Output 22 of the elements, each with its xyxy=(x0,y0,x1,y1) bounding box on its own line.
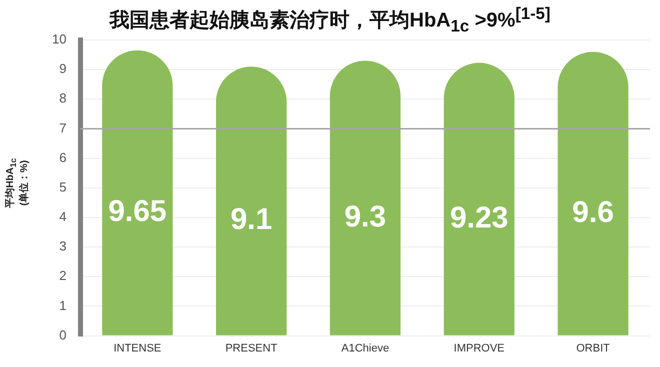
y-tick-label: 3 xyxy=(59,238,66,254)
y-tick-label: 1 xyxy=(59,298,66,313)
y-tick-label: 5 xyxy=(59,179,66,194)
data-label: 9.1 xyxy=(230,203,272,236)
x-tick-label: INTENSE xyxy=(114,342,162,354)
y-tick-label: 2 xyxy=(59,268,66,284)
y-tick-label: 7 xyxy=(59,120,66,136)
y-tick-label: 10 xyxy=(52,32,66,47)
data-label: 9.6 xyxy=(572,196,614,229)
y-tick-label: 8 xyxy=(59,90,66,106)
data-label: 9.65 xyxy=(108,195,167,228)
x-tick-label: PRESENT xyxy=(225,342,278,354)
x-tick-label: A1Chieve xyxy=(341,342,390,354)
y-tick-label: 4 xyxy=(59,209,66,224)
data-label: 9.3 xyxy=(344,200,386,234)
y-tick-label: 9 xyxy=(59,61,66,76)
y-tick-label: 6 xyxy=(59,150,66,165)
x-tick-label: IMPROVE xyxy=(454,342,505,354)
chart-title: 我国患者起始胰岛素治疗时，平均HbA$_{1c}$ >9%$^{[1-5]}$ xyxy=(110,4,550,36)
x-tick-label: ORBIT xyxy=(576,342,610,354)
y-tick-label: 0 xyxy=(59,327,66,342)
data-label: 9.23 xyxy=(450,201,508,234)
